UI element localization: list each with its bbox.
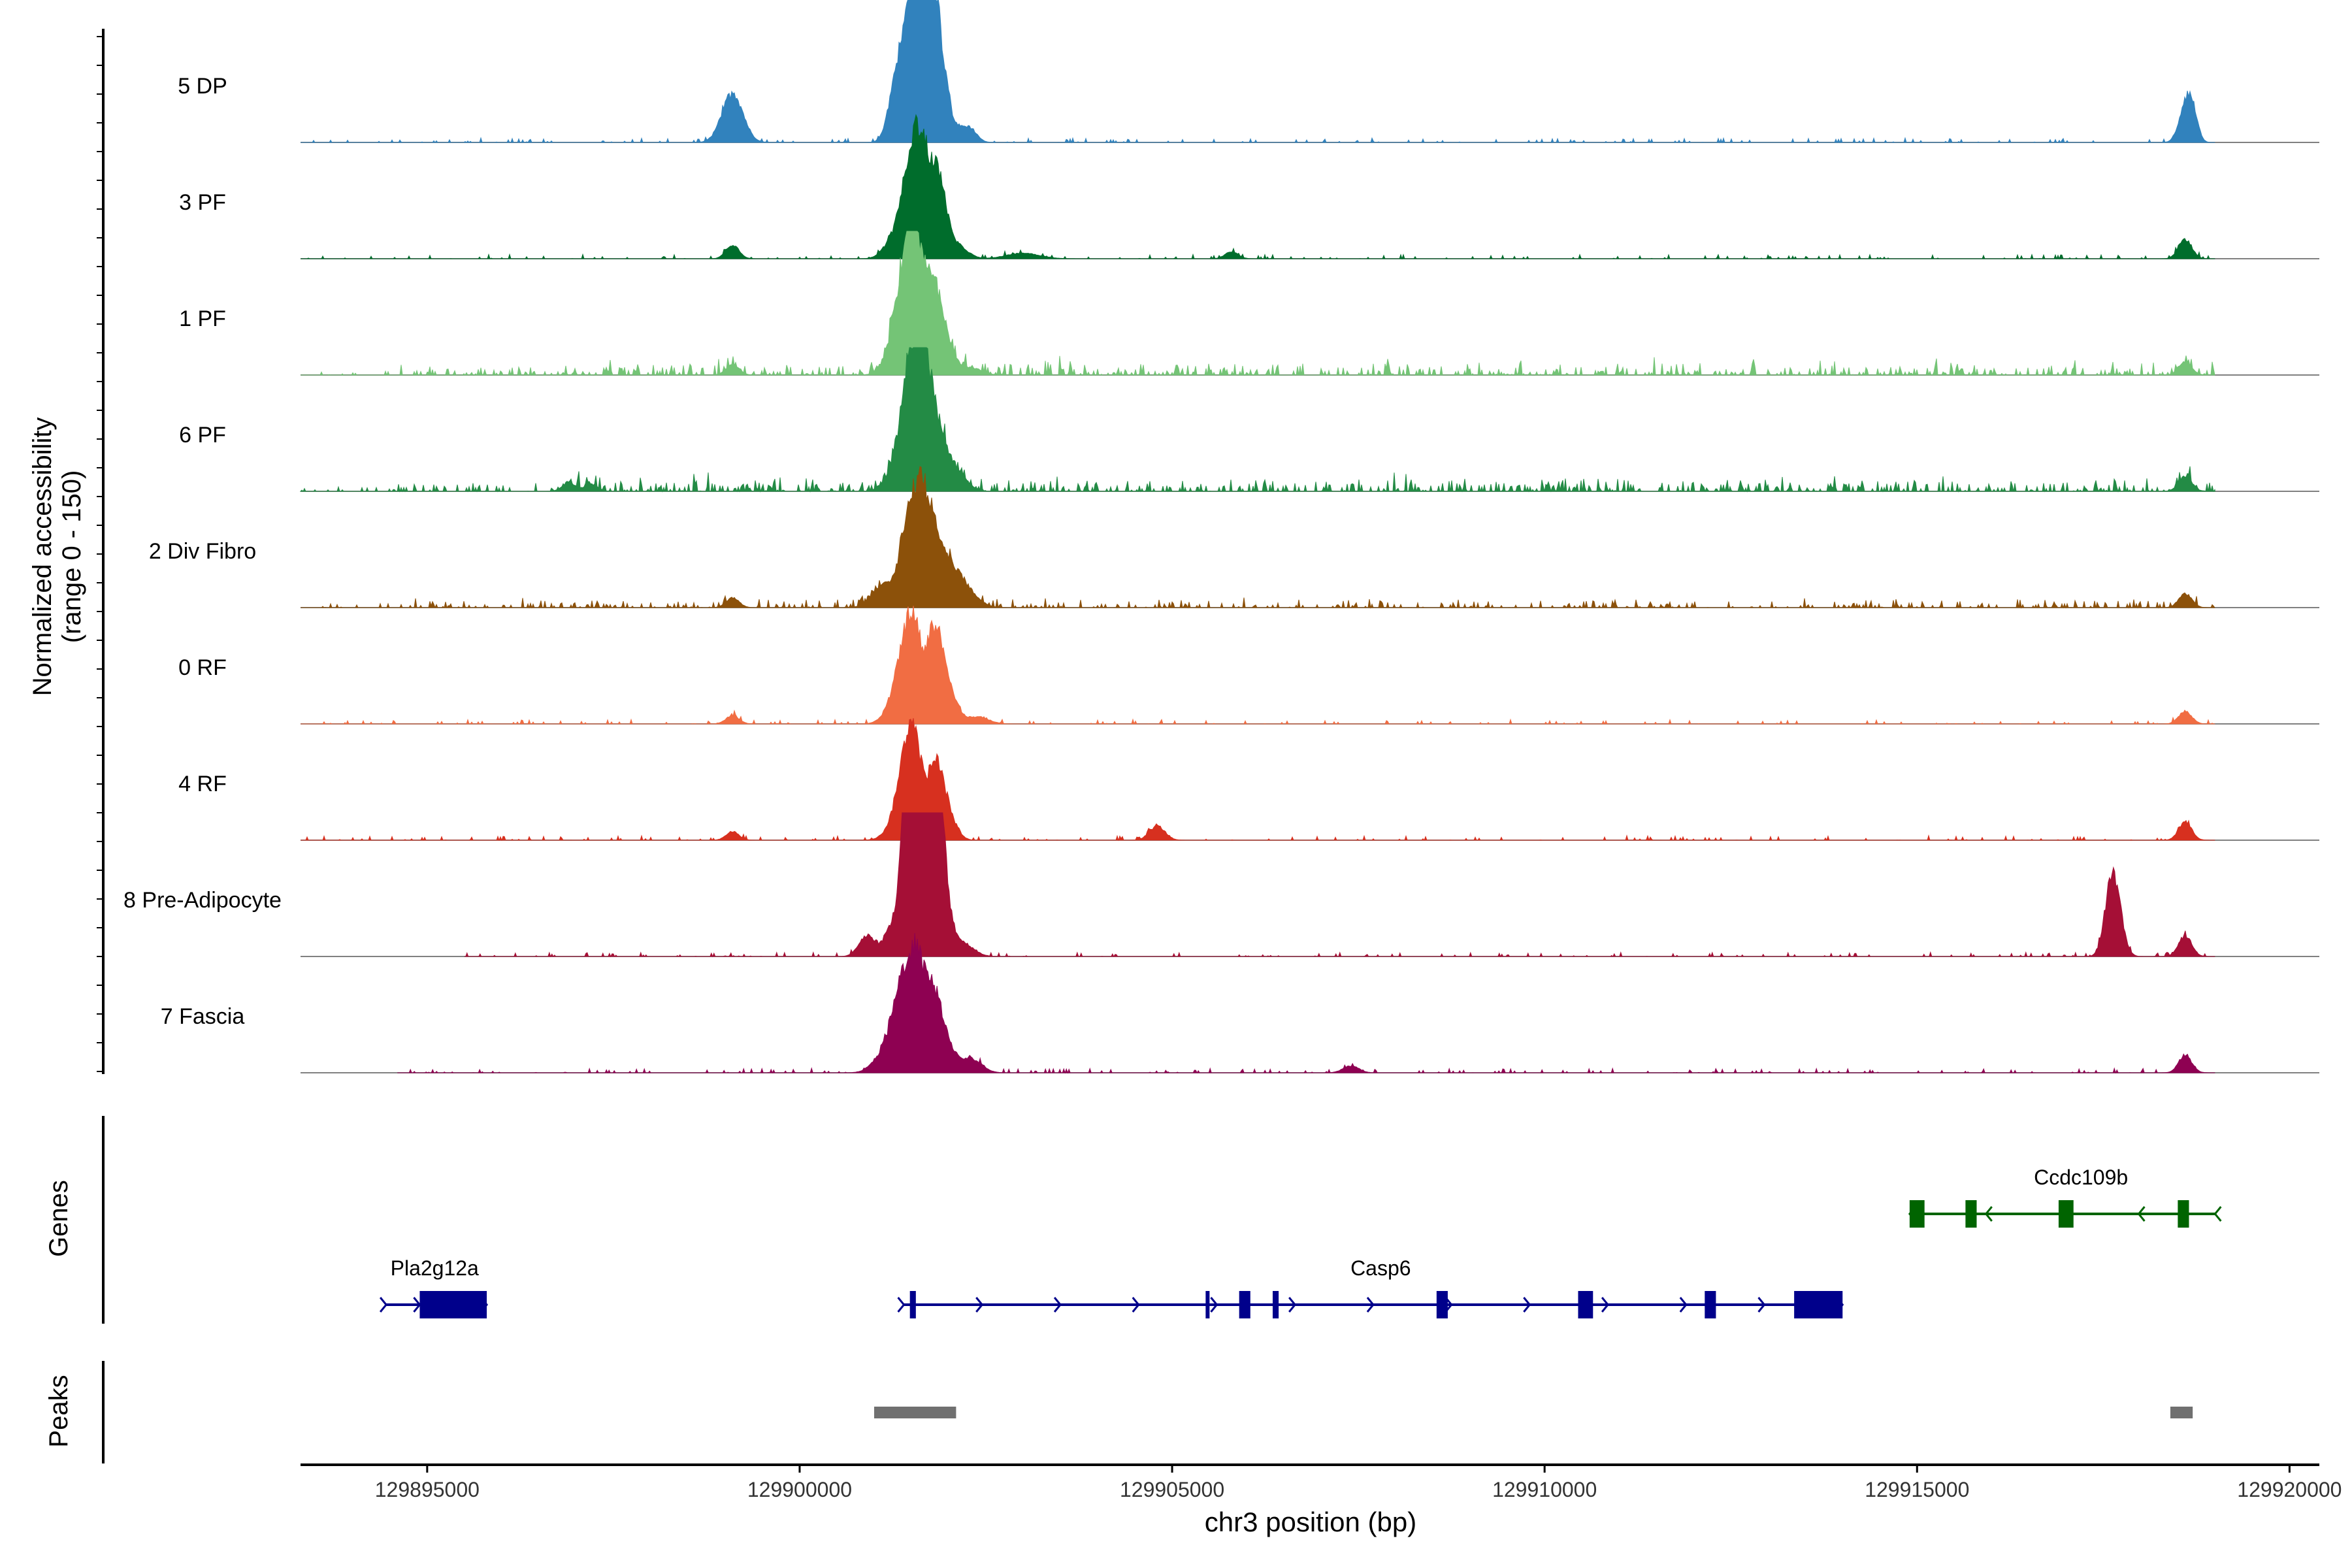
peaks-track [102,1361,2193,1463]
strand-arrow [379,1297,388,1313]
coverage-area [301,0,2215,144]
strand-arrow [1288,1297,1297,1313]
strand-arrow [1984,1206,1993,1222]
strand-arrow [1523,1297,1531,1313]
coverage-area [397,933,2215,1074]
x-tick-label: 129920000 [2237,1478,2342,1501]
coverage-track: 6 PF [179,347,2319,493]
track-label: 8 Pre-Adipocyte [123,888,282,913]
track-label: 3 PF [179,190,226,215]
coverage-track: 4 RF [178,718,2319,841]
track-label: 1 PF [179,306,226,331]
gene-model: Pla2g12a [379,1256,488,1318]
track-label: 2 Div Fibro [149,539,256,564]
exon [909,1291,916,1318]
strand-arrow [1679,1297,1688,1313]
gene-track: Pla2g12a Casp6 Ccdc109b [102,1116,2222,1324]
x-axis-label: chr3 position (bp) [1205,1507,1417,1537]
track-label: 0 RF [178,655,227,680]
strand-arrow [1210,1297,1218,1313]
strand-arrow [1757,1297,1766,1313]
coverage-track: 3 PF [179,114,2319,260]
gene-name: Casp6 [1350,1256,1411,1280]
strand-arrow [2213,1206,2222,1222]
gene-name: Ccdc109b [2034,1166,2128,1189]
coverage-area [299,347,2215,493]
coverage-track: 0 RF [178,606,2319,725]
peaks-track-label: Peaks [44,1375,73,1447]
exon [1578,1291,1593,1318]
coverage-area [464,812,2215,958]
track-label: 5 DP [178,74,227,99]
gene-model: Ccdc109b [1908,1166,2222,1228]
strand-arrow [1601,1297,1610,1313]
exon [1272,1291,1279,1318]
coverage-track: 2 Div Fibro [149,466,2319,609]
coverage-track: 8 Pre-Adipocyte [123,812,2319,958]
strand-arrow [2137,1206,2146,1222]
coverage-track: 5 DP [178,0,2319,144]
coverage-area [301,231,2215,376]
exon [419,1291,487,1318]
strand-arrow [975,1297,984,1313]
genes-track-label: Genes [44,1180,73,1257]
exon [1965,1200,1977,1228]
coverage-track: 1 PF [179,231,2319,376]
peak-region [2170,1407,2193,1418]
strand-arrow [1132,1297,1140,1313]
gene-model: Casp6 [897,1256,1844,1318]
peak-region [874,1407,956,1418]
track-label: 4 RF [178,772,227,796]
y-axis-sublabel: (range 0 - 150) [57,470,86,644]
x-tick-label: 129915000 [1865,1478,1969,1501]
coverage-area [301,606,2215,725]
coverage-area [301,466,2215,609]
y-axis-label: Normalized accessibility [28,417,57,696]
x-tick-label: 129910000 [1492,1478,1597,1501]
exon [1705,1291,1716,1318]
exon [1436,1291,1448,1318]
coverage-area [301,718,2215,841]
x-axis: 129895000 129900000 129905000 129910000 1299… [301,1463,2342,1501]
strand-arrow [1366,1297,1375,1313]
x-tick-label: 129900000 [747,1478,852,1501]
coverage-area [301,114,2215,260]
coverage-tracks: 5 DP 3 PF 1 PF 6 PF 2 Div Fibro 0 RF 4 RF 8 Pre… [97,0,2319,1074]
x-tick-label: 129905000 [1120,1478,1224,1501]
track-label: 7 Fascia [161,1004,245,1029]
track-label: 6 PF [179,423,226,448]
exon [2058,1200,2074,1228]
x-tick-label: 129895000 [375,1478,480,1501]
strand-arrow [1053,1297,1062,1313]
strand-arrow [897,1297,906,1313]
exon [1205,1291,1210,1318]
gene-name: Pla2g12a [391,1256,479,1280]
exon [1794,1291,1843,1318]
exon [1239,1291,1250,1318]
exon [2178,1200,2189,1228]
exon [1909,1200,1925,1228]
coverage-track: 7 Fascia [161,933,2319,1074]
